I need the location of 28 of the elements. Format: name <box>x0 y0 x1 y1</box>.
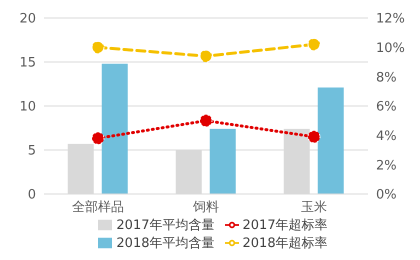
legend-label: 2017年超标率 <box>242 218 328 233</box>
bar <box>210 128 236 194</box>
point <box>200 50 212 63</box>
bar <box>102 64 128 194</box>
bar <box>318 88 344 194</box>
y-tick-label: 15 <box>19 56 36 71</box>
y2-tick-label: 12% <box>376 12 405 27</box>
y-tick-label: 0 <box>28 188 36 203</box>
y-tick-label: 10 <box>19 100 36 115</box>
point <box>200 114 212 128</box>
y2-tick-label: 0% <box>376 188 397 203</box>
y2-tick-label: 6% <box>376 100 397 115</box>
legend-label: 2017年平均含量 <box>116 218 214 233</box>
point <box>308 130 320 144</box>
y2-tick-label: 2% <box>376 158 397 174</box>
legend-label: 2018年平均含量 <box>116 236 214 251</box>
y2-tick-label: 10% <box>376 40 405 56</box>
y-tick-label: 5 <box>28 144 36 159</box>
x-tick-label: 饲料 <box>192 200 219 216</box>
point <box>92 132 104 145</box>
y-tick-label: 20 <box>19 12 36 27</box>
x-tick-label: 全部样品 <box>72 200 124 216</box>
point <box>308 38 320 51</box>
y2-tick-label: 8% <box>376 70 397 86</box>
legend-label: 2018年超标率 <box>242 236 328 251</box>
y2-tick-label: 4% <box>376 128 397 144</box>
point <box>92 40 104 54</box>
x-tick-label: 玉米 <box>301 200 327 216</box>
